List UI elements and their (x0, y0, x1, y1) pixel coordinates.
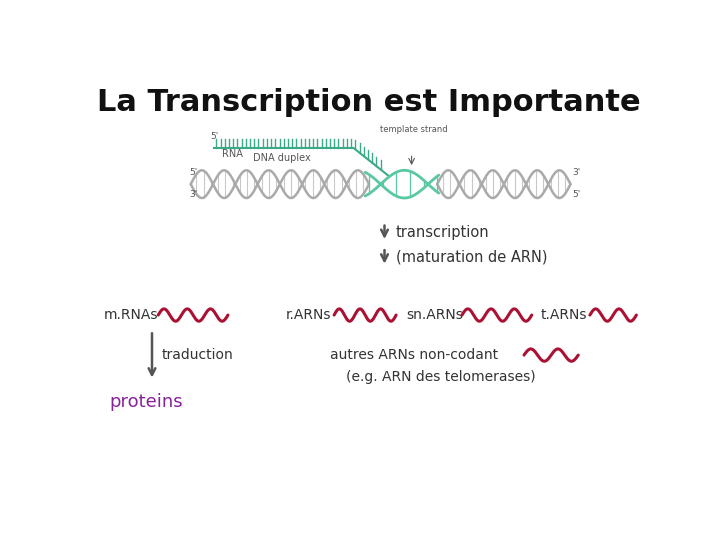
Text: (e.g. ARN des telomerases): (e.g. ARN des telomerases) (346, 370, 536, 383)
Text: 3': 3' (189, 190, 197, 199)
Text: RNA: RNA (222, 149, 243, 159)
Text: r.ARNs: r.ARNs (285, 308, 330, 322)
Text: La Transcription est Importante: La Transcription est Importante (97, 88, 641, 117)
Text: 5': 5' (572, 190, 580, 199)
Text: DNA duplex: DNA duplex (253, 153, 310, 163)
Text: 5': 5' (210, 132, 218, 141)
Text: (maturation de ARN): (maturation de ARN) (396, 250, 548, 265)
Text: 5': 5' (189, 168, 197, 177)
Text: autres ARNs non-codant: autres ARNs non-codant (330, 348, 498, 362)
Text: template strand: template strand (380, 125, 448, 134)
Text: sn.ARNs: sn.ARNs (406, 308, 463, 322)
Text: t.ARNs: t.ARNs (541, 308, 588, 322)
Text: traduction: traduction (162, 348, 234, 362)
Text: 3': 3' (572, 168, 580, 177)
Text: proteins: proteins (109, 393, 183, 411)
Text: m.RNAs: m.RNAs (104, 308, 158, 322)
Text: transcription: transcription (396, 225, 490, 240)
